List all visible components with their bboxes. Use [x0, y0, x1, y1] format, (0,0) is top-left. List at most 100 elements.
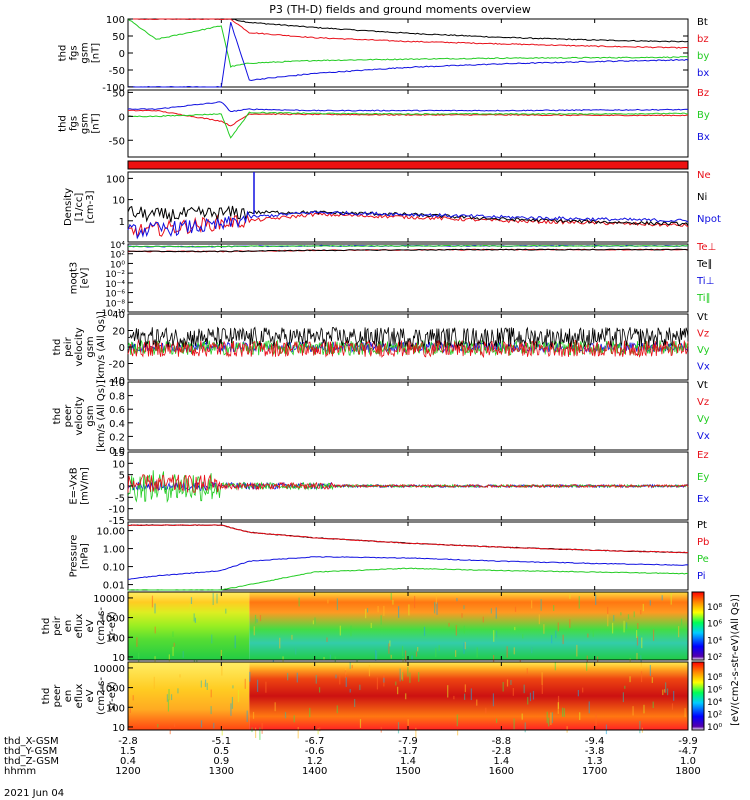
efield-tick-label: 5: [119, 471, 125, 482]
series-Te∥: [127, 248, 689, 253]
temp-legend-Te⊥: Te⊥: [696, 242, 716, 253]
peer-spec-texture: [456, 729, 459, 736]
peer-spec-colorbar-label: 10²: [707, 711, 722, 721]
peir-spec-texture: [314, 617, 316, 625]
pressure-tick-label: 0.10: [103, 563, 125, 574]
pressure-legend-Pe: Pe: [697, 554, 709, 565]
peer-spec-texture: [335, 674, 337, 679]
peir-tick-label: -20: [109, 360, 125, 371]
peer-spec-texture: [512, 687, 514, 696]
peir-spec-tick-label: 1000: [100, 614, 125, 625]
peir-spec-texture: [326, 637, 328, 642]
peir-spec-texture: [438, 645, 440, 651]
peir-spec-texture: [463, 605, 465, 610]
temp-tick-label: 10⁻⁸: [105, 299, 125, 309]
temp-tick-label: 10⁻⁶: [105, 290, 125, 300]
peer-spec-texture: [415, 727, 417, 739]
peir-spec-texture: [463, 625, 465, 634]
peer-spec-colorbar-label: 10⁶: [707, 686, 722, 696]
peer-spec-ylabel-line: peer: [52, 684, 63, 708]
peer-spec-texture: [137, 720, 139, 724]
xaxis-value: 1500: [395, 766, 420, 777]
peir-spec-texture: [408, 604, 410, 616]
peir-spec-texture: [639, 635, 641, 644]
peir-spec-colorbar-label: 10²: [707, 653, 722, 663]
peer-spec-texture: [265, 681, 267, 693]
peer-spec-texture: [401, 669, 403, 680]
peir-spec-texture: [461, 613, 463, 618]
peer-spec-texture: [673, 690, 675, 701]
temp-ylabel-line: [eV]: [80, 268, 91, 289]
panel-fgs: [127, 18, 689, 88]
peer-spec-texture: [344, 670, 347, 678]
peir-spec-texture: [323, 657, 325, 661]
peir-spec-texture: [607, 606, 609, 615]
peir-spec-texture: [578, 596, 580, 609]
peer-spec-tick-label: 100: [106, 703, 125, 714]
peer-spec-ylabel-line: en: [63, 690, 74, 703]
peir-spec-texture: [366, 608, 369, 613]
peer-spec-texture: [566, 726, 568, 733]
peir-spec-texture: [151, 595, 154, 608]
peer-spec-texture: [230, 703, 232, 716]
peer-spec-texture: [453, 695, 455, 700]
peir-spec-spectrogram-late: [249, 592, 689, 660]
peer-spec-texture: [652, 701, 654, 709]
xaxis-value: -2.8: [492, 746, 512, 757]
pressure-tick-label: 10.00: [96, 527, 125, 538]
peer-spec-texture: [649, 664, 651, 676]
peer-spec-texture: [359, 719, 362, 728]
density-tick-label: 10: [112, 196, 125, 207]
fgs-ylabel-line: fgs: [69, 45, 80, 60]
peir-spec-texture: [390, 593, 392, 600]
peer-spec-texture: [200, 680, 202, 688]
peer-spec-texture: [485, 707, 487, 714]
peir-spec-texture: [586, 655, 588, 663]
peir-spec-texture: [636, 630, 638, 638]
peer-spec-texture: [169, 728, 171, 735]
xaxis-row-label: thd_Y-GSM: [4, 746, 57, 757]
xaxis-value: 0.5: [213, 746, 229, 757]
peir-spec-texture: [392, 599, 394, 605]
pressure-tick-label: 1.00: [103, 545, 125, 556]
peer-spec-texture: [354, 699, 356, 708]
peer-legend-Vt: Vt: [697, 380, 708, 391]
peer-spec-texture: [579, 712, 581, 720]
peir-spec-texture: [569, 619, 571, 628]
peer-spec-texture: [170, 694, 173, 701]
xaxis-value: -5.1: [212, 736, 232, 747]
peer-spec-texture: [167, 699, 170, 712]
peir-tick-label: -40: [109, 376, 125, 387]
peer-spec-texture: [166, 694, 169, 702]
peer-spec-texture: [577, 689, 579, 697]
peir-spec-texture: [182, 651, 184, 658]
peer-spec-tick-label: 10: [112, 723, 125, 734]
peir-spec-texture: [212, 592, 214, 606]
peir-spec-texture: [435, 648, 437, 658]
peir-spec-colorbar-label: 10⁶: [707, 620, 722, 630]
peir-spec-texture: [220, 649, 222, 661]
peir-spec-texture: [390, 654, 392, 659]
peer-spec-texture: [368, 664, 371, 677]
xaxis-value: -0.6: [305, 746, 325, 757]
peir-spec-colorbar-label: 10⁸: [707, 603, 722, 613]
peer-spec-texture: [284, 712, 287, 719]
series-Pi: [127, 556, 689, 580]
peer-spec-texture: [639, 720, 641, 734]
series-bz: [128, 18, 689, 49]
xaxis-value: -3.8: [585, 746, 605, 757]
peir-spec-texture: [493, 630, 495, 642]
peir-spec-texture: [253, 626, 255, 636]
peir-spec-texture: [626, 622, 628, 630]
fgs-tick-label: -100: [102, 83, 125, 94]
fgs2-legend-Bz: Bz: [697, 88, 709, 99]
peer-spec-texture: [456, 714, 458, 727]
peer-spec-texture: [210, 689, 212, 698]
panel-temp: [127, 243, 689, 313]
peer-tick-label: 1.0: [109, 378, 125, 389]
series-Vx: [127, 340, 689, 354]
peer-spec-texture: [563, 708, 565, 717]
peer-spec-texture: [492, 693, 495, 707]
temp-tick-label: 10⁰: [110, 260, 125, 270]
peer-spec-texture: [274, 702, 276, 712]
